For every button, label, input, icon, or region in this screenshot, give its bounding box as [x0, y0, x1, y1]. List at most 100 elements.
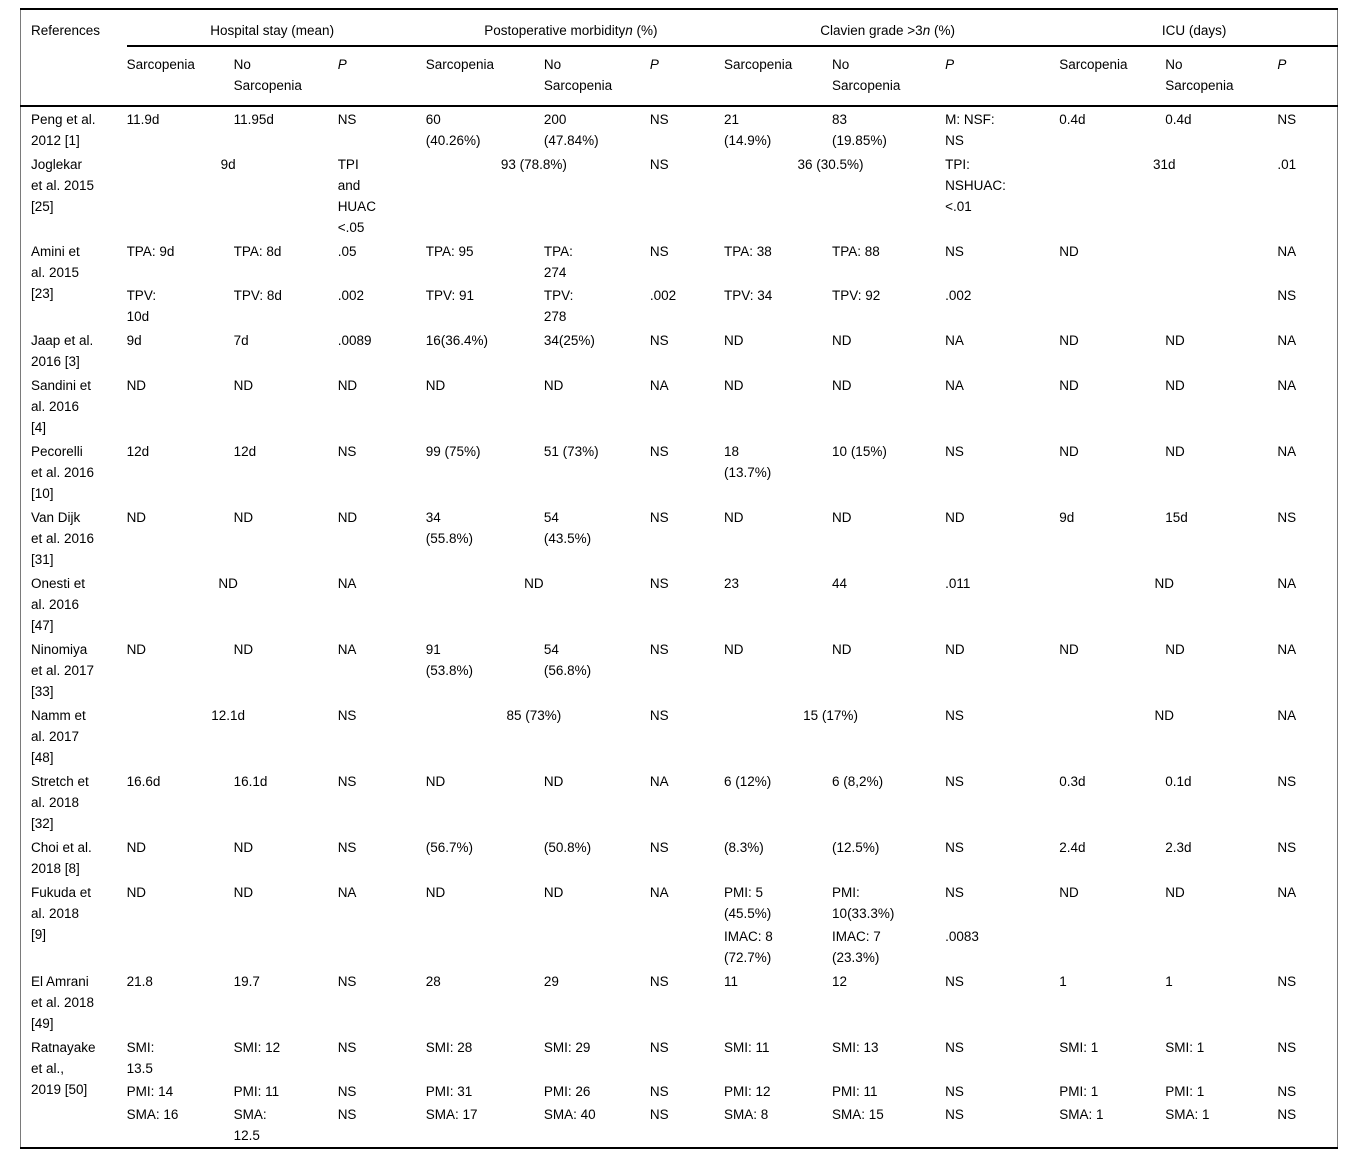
data-cell: .011	[945, 576, 971, 591]
data-cell: 85 (73%)	[506, 708, 562, 723]
data-cell: 9d	[126, 333, 142, 348]
group-label-italic: n	[922, 23, 931, 38]
table-row: Choi et al. 2018 [8] ND ND NS (56.7%) (50.8%)…	[21, 835, 1338, 880]
data-cell: TPA: 9d	[126, 244, 175, 259]
data-cell: .002	[945, 288, 972, 303]
data-cell: NA	[649, 378, 669, 393]
data-cell: IMAC: 7 (23.3%)	[832, 929, 881, 965]
data-cell: NA	[1277, 378, 1297, 393]
data-cell: 2.3d	[1165, 840, 1192, 855]
reference-cell: Choi et al. 2018 [8]	[31, 840, 92, 876]
data-cell: ND	[543, 378, 564, 393]
data-cell: 11.9d	[126, 112, 160, 127]
subheader-p-value: P	[945, 46, 1060, 107]
data-cell: TPI and HUAC <.05	[337, 157, 376, 235]
data-cell: TPV: 278	[543, 288, 574, 324]
data-cell: ND	[1165, 444, 1185, 459]
data-cell	[426, 925, 544, 969]
data-cell: 60 (40.26%)	[425, 112, 481, 148]
data-cell: ND	[723, 378, 744, 393]
group-label-italic: n	[625, 23, 633, 38]
data-cell: 44	[832, 576, 848, 591]
data-cell: NS	[337, 1040, 357, 1055]
data-cell: NS	[945, 1084, 964, 1099]
data-cell: ND	[1059, 333, 1079, 348]
table-row: Van Dijk et al. 2016 [31] ND ND ND 34 (55.8%…	[21, 505, 1338, 571]
data-cell: 34 (55.8%)	[425, 510, 474, 546]
data-cell: 0.1d	[1165, 774, 1192, 789]
data-cell: PMI: 12	[723, 1084, 771, 1099]
data-cell: ND	[126, 378, 147, 393]
data-cell: NS	[1277, 1040, 1297, 1055]
data-cell: 28	[425, 974, 441, 989]
data-cell: NS	[337, 1084, 357, 1099]
subheader-no-sarcopenia: No Sarcopenia	[832, 46, 946, 107]
table-row: El Amrani et al. 2018 [49] 21.8 19.7 NS 28 29…	[21, 969, 1338, 1035]
data-cell: NS	[649, 1040, 669, 1055]
data-cell: 54 (56.8%)	[543, 642, 592, 678]
table-row: Ratnayake et al., 2019 [50] SMI: 13.5 SMI:…	[21, 1035, 1338, 1097]
data-cell: .0083	[945, 929, 979, 944]
data-cell: ND	[126, 840, 147, 855]
data-cell: PMI: 26	[543, 1084, 591, 1099]
group-label-text: Hospital stay (mean)	[210, 23, 335, 38]
data-cell: ND	[1059, 444, 1079, 459]
data-cell: NA	[945, 333, 964, 348]
data-cell: NA	[649, 774, 669, 789]
data-cell: 31d	[1153, 157, 1176, 172]
reference-cell: Fukuda et al. 2018 [9]	[31, 885, 92, 942]
data-cell: NS	[649, 642, 669, 657]
reference-cell: Stretch et al. 2018 [32]	[31, 774, 89, 831]
data-cell: TPV: 8d	[233, 288, 282, 303]
data-cell: ND	[337, 378, 358, 393]
data-cell: ND	[723, 333, 744, 348]
data-cell: PMI: 14	[126, 1084, 174, 1099]
sub-header-row: Sarcopenia No Sarcopenia P Sarcopenia No…	[21, 46, 1338, 107]
data-cell: .0089	[337, 333, 372, 348]
table-row: Pecorelli et al. 2016 [10] 12d 12d NS 99 (75…	[21, 439, 1338, 505]
data-cell: NS	[649, 112, 669, 127]
data-cell: NA	[1277, 333, 1297, 348]
data-cell: NA	[1277, 708, 1297, 723]
data-cell: SMI: 13	[832, 1040, 879, 1055]
data-cell: NS	[337, 1107, 357, 1122]
data-cell: ND	[337, 510, 358, 525]
data-cell: NA	[945, 378, 964, 393]
data-cell: 15d	[1165, 510, 1188, 525]
data-cell: NS	[945, 974, 964, 989]
data-cell: TPA: 95	[425, 244, 474, 259]
data-cell: 29	[543, 974, 559, 989]
data-cell: 9d	[1059, 510, 1075, 525]
data-cell: 93 (78.8%)	[500, 157, 567, 172]
data-cell: NS	[649, 708, 669, 723]
reference-cell: El Amrani et al. 2018 [49]	[31, 974, 95, 1031]
data-cell: ND	[945, 642, 965, 657]
data-cell: SMA: 1	[1059, 1107, 1104, 1122]
data-cell: SMA: 17	[425, 1107, 478, 1122]
data-cell: SMA: 40	[543, 1107, 596, 1122]
data-cell: NS	[1277, 974, 1297, 989]
data-cell: 1	[1165, 974, 1173, 989]
data-cell: 16.6d	[126, 774, 161, 789]
reference-cell: Van Dijk et al. 2016 [31]	[31, 510, 95, 567]
table-row: Fukuda et al. 2018 [9] ND ND NA ND ND NA PMI: 5…	[21, 880, 1338, 942]
data-cell: NS	[649, 444, 669, 459]
data-cell: NS	[1277, 112, 1297, 127]
data-cell: .002	[649, 288, 677, 303]
data-cell: SMI: 28	[425, 1040, 473, 1055]
group-label-suffix: (%)	[632, 23, 658, 38]
data-cell: SMA: 8	[723, 1107, 769, 1122]
data-cell: NS	[945, 708, 964, 723]
data-cell: NS	[1277, 840, 1297, 855]
data-cell: ND	[1059, 378, 1079, 393]
group-header-postoperative-morbidity: Postoperative morbidityn (%)	[425, 9, 724, 47]
data-cell: 12d	[126, 444, 150, 459]
data-cell: .002	[337, 288, 364, 303]
data-cell: NA	[649, 885, 669, 900]
data-cell: ND	[1165, 378, 1185, 393]
data-cell: TPV: 91	[425, 288, 475, 303]
data-cell: NS	[945, 244, 964, 259]
data-cell: TPV: 10d	[126, 288, 157, 324]
data-cell: SMA: 16	[126, 1107, 179, 1122]
